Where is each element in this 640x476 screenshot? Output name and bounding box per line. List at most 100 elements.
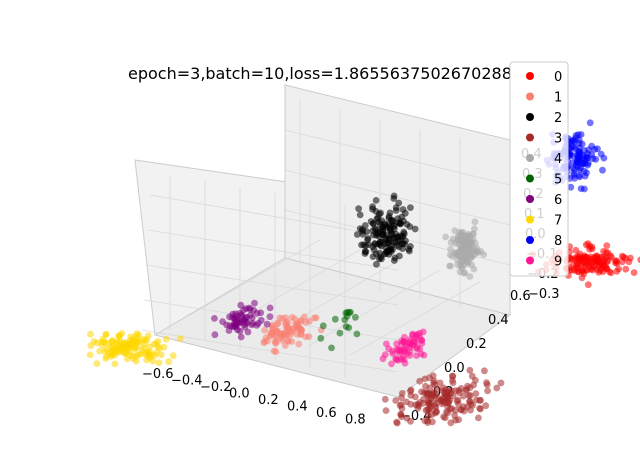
legend-label: 6 bbox=[554, 193, 562, 208]
point bbox=[584, 281, 592, 289]
x-tick-label: 0.4 bbox=[287, 400, 308, 415]
point bbox=[382, 407, 390, 414]
point bbox=[306, 317, 313, 325]
x-tick-label: −0.2 bbox=[200, 380, 232, 395]
point bbox=[471, 218, 479, 226]
point bbox=[107, 344, 115, 351]
legend: 0 1 2 3 4 5 6 7 8 9 bbox=[509, 61, 569, 277]
point bbox=[426, 374, 433, 382]
series-3 bbox=[381, 366, 505, 427]
point bbox=[165, 358, 173, 366]
point bbox=[457, 259, 465, 267]
point bbox=[378, 238, 386, 246]
point bbox=[385, 213, 393, 220]
point bbox=[115, 332, 123, 340]
point bbox=[470, 381, 477, 389]
point bbox=[235, 319, 243, 327]
point bbox=[567, 183, 575, 191]
point bbox=[395, 199, 403, 207]
point bbox=[637, 256, 640, 264]
point bbox=[295, 340, 303, 348]
point bbox=[96, 347, 103, 355]
point bbox=[369, 220, 377, 228]
point bbox=[436, 379, 444, 387]
point bbox=[604, 257, 612, 265]
legend-marker bbox=[526, 92, 534, 101]
point bbox=[449, 235, 457, 243]
legend-label: 9 bbox=[554, 255, 562, 270]
point bbox=[406, 348, 414, 355]
grid-line bbox=[269, 259, 401, 336]
point bbox=[356, 211, 364, 219]
point bbox=[87, 330, 94, 338]
point bbox=[286, 331, 294, 339]
point bbox=[177, 335, 184, 342]
point bbox=[396, 236, 404, 244]
point bbox=[279, 337, 286, 344]
legend-label: 0 bbox=[554, 70, 562, 85]
point bbox=[364, 236, 371, 244]
point bbox=[416, 345, 424, 353]
point bbox=[211, 331, 219, 339]
point bbox=[433, 396, 440, 403]
series-1 bbox=[260, 313, 325, 355]
point bbox=[131, 340, 139, 348]
grid-line bbox=[349, 281, 481, 356]
point bbox=[133, 330, 141, 337]
point bbox=[151, 351, 159, 359]
point bbox=[619, 258, 626, 266]
point bbox=[409, 331, 416, 339]
point bbox=[420, 351, 428, 359]
x-tick-label: 0.8 bbox=[345, 413, 366, 428]
point bbox=[155, 359, 163, 367]
point bbox=[280, 330, 288, 338]
point bbox=[572, 246, 580, 254]
point bbox=[418, 336, 425, 344]
point bbox=[407, 417, 414, 425]
point bbox=[392, 207, 400, 214]
legend-box bbox=[509, 61, 569, 277]
point bbox=[211, 315, 218, 322]
grid-line bbox=[149, 194, 399, 239]
point bbox=[451, 411, 458, 419]
point bbox=[583, 154, 591, 162]
point bbox=[427, 394, 435, 402]
point bbox=[625, 258, 633, 266]
grid-line bbox=[145, 264, 399, 306]
point bbox=[388, 229, 396, 237]
point bbox=[385, 345, 392, 352]
point bbox=[407, 204, 414, 212]
point bbox=[588, 142, 596, 150]
point bbox=[341, 316, 349, 324]
point bbox=[345, 324, 353, 332]
point bbox=[342, 309, 350, 317]
series-7 bbox=[86, 330, 184, 368]
point bbox=[465, 392, 473, 400]
point bbox=[251, 299, 258, 307]
point bbox=[397, 411, 405, 418]
point bbox=[574, 268, 582, 276]
point bbox=[93, 339, 101, 347]
point bbox=[396, 220, 404, 228]
point bbox=[455, 387, 463, 394]
legend-marker bbox=[526, 195, 534, 203]
legend-marker bbox=[526, 215, 534, 224]
legend-label: 4 bbox=[554, 152, 562, 167]
point bbox=[102, 330, 110, 338]
point bbox=[449, 377, 456, 384]
point bbox=[423, 389, 431, 397]
point bbox=[381, 395, 389, 403]
point bbox=[392, 397, 400, 404]
point bbox=[447, 245, 454, 253]
point bbox=[123, 344, 130, 352]
x-tick-label: 0.0 bbox=[229, 387, 250, 402]
point bbox=[369, 203, 376, 211]
point bbox=[284, 337, 291, 344]
legend-marker bbox=[526, 133, 534, 142]
point bbox=[570, 139, 578, 146]
point bbox=[414, 404, 422, 412]
x-tick-label: 0.2 bbox=[258, 393, 279, 408]
point bbox=[483, 379, 490, 387]
point bbox=[102, 355, 110, 362]
